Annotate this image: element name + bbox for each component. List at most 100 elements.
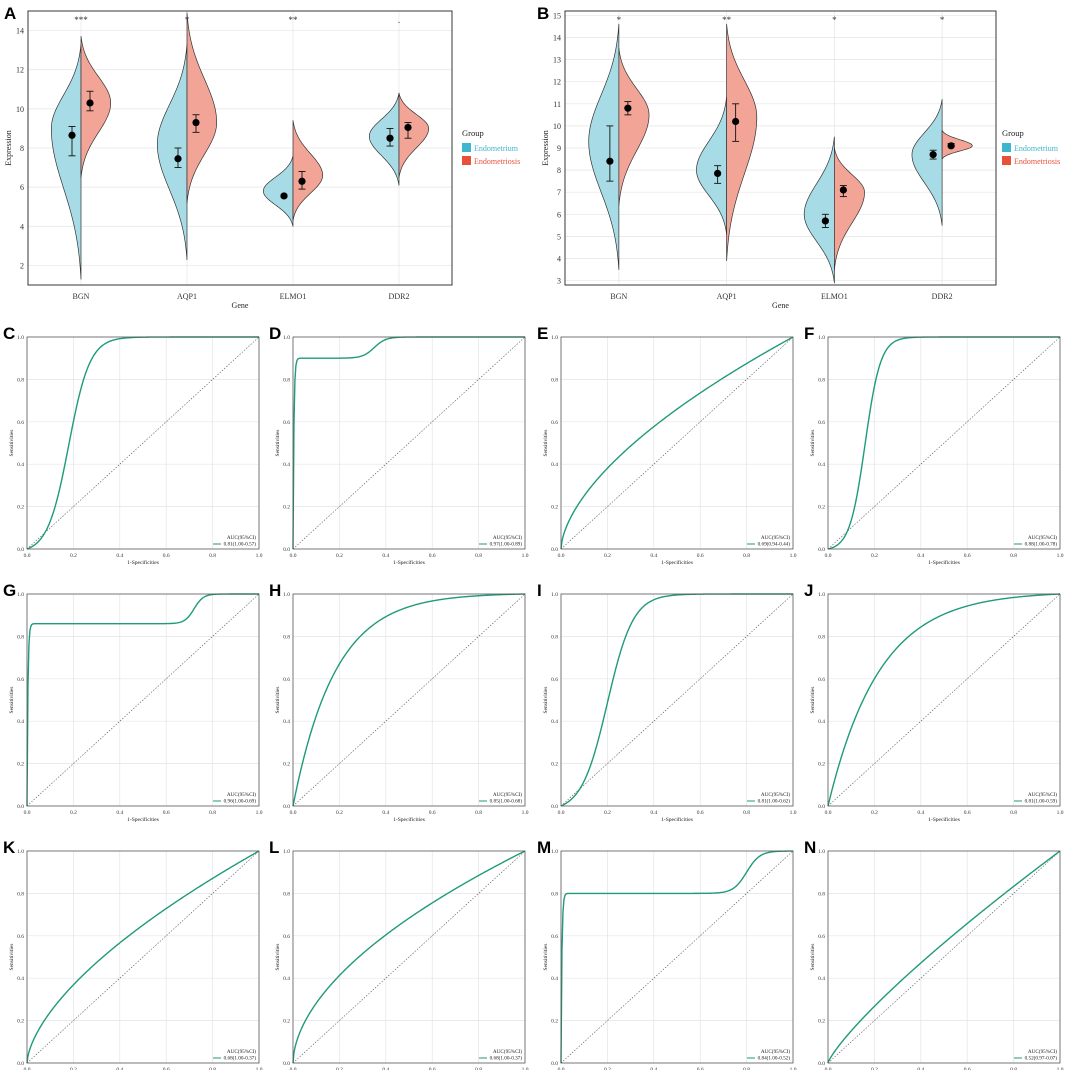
x-tick-label: 0.8 [743,810,750,816]
violin-ddr2: * DDR2 [911,15,973,301]
x-axis-title: 1-Specificities [393,816,425,823]
panel-label: D [269,324,281,343]
mean-point-endometriosis [192,118,200,127]
legend-swatch-endometriosis [462,156,471,165]
legend-swatch-endometrium [1002,143,1011,152]
y-tick-label: 14 [16,27,24,36]
x-tick-label: 0.8 [475,553,482,559]
y-axis-title: Sensitivities [9,430,15,457]
plot-frame [27,10,453,286]
legend-item-endometriosis: Endometriosis [1014,157,1060,166]
x-tick-label: 0.6 [163,1067,170,1070]
x-tick-label: 0.2 [871,810,878,816]
x-tick-label: 0.2 [871,1067,878,1070]
y-tick-label: 0.0 [283,804,290,810]
y-tick-label: 0.2 [17,505,24,511]
y-tick-label: 0.6 [283,934,290,940]
y-tick-label: 0.4 [17,719,24,725]
mean-point-endometriosis [298,177,306,185]
y-axis-title: Sensitivities [543,687,549,714]
y-tick-label: 0.4 [818,462,825,468]
x-tick-label: 0.0 [290,553,297,559]
mean-point-endometrium [821,217,829,225]
x-tick-label: 0.8 [1010,810,1017,816]
violin-half-endometriosis [941,129,973,160]
x-tick-label: 1.0 [522,553,529,559]
plot-frame [564,10,997,286]
legend-title: AUC(95%CI) [1028,534,1057,541]
y-tick-label: 0.8 [551,634,558,640]
panel-label: N [804,838,816,857]
legend-title: AUC(95%CI) [493,534,522,541]
y-tick-label: 0.6 [17,420,24,426]
panel-label: J [804,581,813,600]
roc-panel-I: I 0.00.0 0.2 0.2 0.4 0.4 0.6 0.6 0.8 0.8 1.0 1.0 AUC… [537,581,797,823]
legend-title: AUC(95%CI) [227,1048,256,1055]
y-tick-label: 0.2 [17,1019,24,1025]
y-tick-label: 0.4 [17,976,24,982]
x-tick-label: 0.4 [917,553,924,559]
y-axis-title: Expression [4,130,13,166]
legend-title: Group [462,128,484,138]
violin-half-endometrium [803,136,835,284]
x-tick-label: 0.8 [209,553,216,559]
y-tick-label: 0.0 [283,547,290,553]
x-tick-label: BGN [73,292,90,301]
auc-value: 0.68(1.00-0.37) [224,1055,257,1062]
y-axis-title: Sensitivities [543,430,549,457]
x-tick-label: 0.6 [697,1067,704,1070]
y-tick-label: 0.2 [818,505,825,511]
y-tick-label: 0.0 [283,1061,290,1067]
y-axis-title: Sensitivities [275,944,281,971]
significance-label: * [185,15,190,25]
auc-value: 0.97(1.00-0.89) [490,541,523,548]
y-tick-label: 0.6 [283,420,290,426]
y-tick-label: 0.4 [551,976,558,982]
x-axis-title: 1-Specificities [661,816,693,823]
y-tick-label: 8 [20,144,24,153]
plot-frame [292,850,526,1064]
x-tick-label: 0.6 [964,1067,971,1070]
legend-swatch-endometrium [462,143,471,152]
roc-curve [292,850,526,1064]
significance-label: *** [74,15,88,25]
violin-half-endometrium [262,155,294,227]
violin-half-endometriosis [618,48,650,206]
y-axis-title: Sensitivities [9,687,15,714]
y-tick-label: 0.2 [283,762,290,768]
x-tick-label: ELMO1 [280,292,307,301]
significance-label: ** [289,15,299,25]
panel-label: I [537,581,542,600]
legend-title: AUC(95%CI) [761,534,790,541]
y-axis-title: Sensitivities [810,430,816,457]
y-tick-label: 0.8 [551,891,558,897]
auc-value: 0.96(1.00-0.69) [224,798,257,805]
x-tick-label: 0.6 [163,553,170,559]
y-tick-label: 0.2 [551,1019,558,1025]
plot-frame [292,593,526,807]
mean-point-endometrium [68,131,76,139]
mean-point-endometrium [714,169,722,178]
roc-panel-F: F 0.00.0 0.2 0.2 0.4 0.4 0.6 0.6 0.8 0.8 1.0 1.0 AUC… [804,324,1064,566]
x-tick-label: 0.4 [650,553,657,559]
x-axis-title: 1-Specificities [928,559,960,566]
roc-curve [560,336,794,550]
x-tick-label: 0.2 [70,810,77,816]
y-tick-label: 2 [20,261,24,270]
mean-point-endometriosis [624,104,632,112]
y-tick-label: 10 [553,122,561,131]
x-tick-label: 1.0 [522,1067,529,1070]
mean-point-endometriosis [404,123,412,132]
x-tick-label: 0.0 [290,810,297,816]
auc-value: 0.85(1.00-0.68) [490,798,523,805]
y-tick-label: 0.0 [551,804,558,810]
y-tick-label: 1.0 [283,335,290,341]
x-tick-label: 0.6 [429,810,436,816]
reference-diagonal [26,336,260,550]
mean-point-endometrium [606,157,614,165]
y-tick-label: 0.8 [17,377,24,383]
y-axis-title: Sensitivities [275,430,281,457]
y-tick-label: 0.2 [283,505,290,511]
x-tick-label: 1.0 [256,810,263,816]
